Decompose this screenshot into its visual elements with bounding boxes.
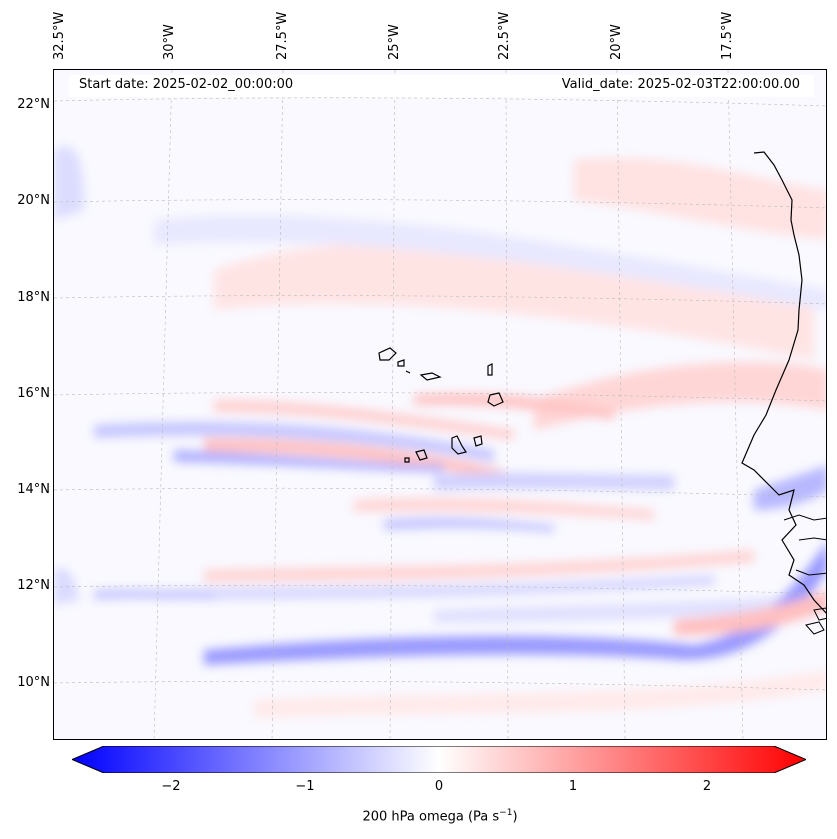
valid-date-label: Valid_date: 2025-02-03T22:00:00.00 [561,77,800,92]
header-box [69,75,814,97]
lat-label-22N: 22°N [17,97,50,112]
lat-label-12N: 12°N [17,578,50,593]
lon-label-20W: 20°W [609,24,624,60]
graticule [54,70,826,739]
colorbar-tick-2: 2 [702,779,712,794]
lon-label-25W: 25°W [387,24,402,60]
coastline-gambia [783,514,826,521]
map-panel [53,69,827,740]
lat-label-20N: 20°N [17,193,50,208]
colorbar-tick--2: −2 [161,779,181,794]
omega-field-map [54,70,826,739]
lon-label-17.5W: 17.5°W [720,11,735,60]
coastline [741,151,826,614]
colorbar-tick-0: 0 [434,779,444,794]
colorbar-tick-1: 1 [568,779,578,794]
colorbar-label: 200 hPa omega (Pa s−1) [362,808,518,825]
start-date-label: Start date: 2025-02-02_00:00:00 [79,77,294,92]
lon-label-32.5W: 32.5°W [52,11,67,60]
lon-label-22.5W: 22.5°W [497,11,512,60]
lat-label-10N: 10°N [17,675,50,690]
cape-verde-islands [378,347,504,463]
lon-label-27.5W: 27.5°W [275,11,290,60]
lat-label-18N: 18°N [17,290,50,305]
lon-label-30W: 30°W [162,24,177,60]
lat-label-14N: 14°N [17,482,50,497]
colorbar-tick--1: −1 [295,779,315,794]
colorbar [72,746,806,773]
lat-label-16N: 16°N [17,386,50,401]
